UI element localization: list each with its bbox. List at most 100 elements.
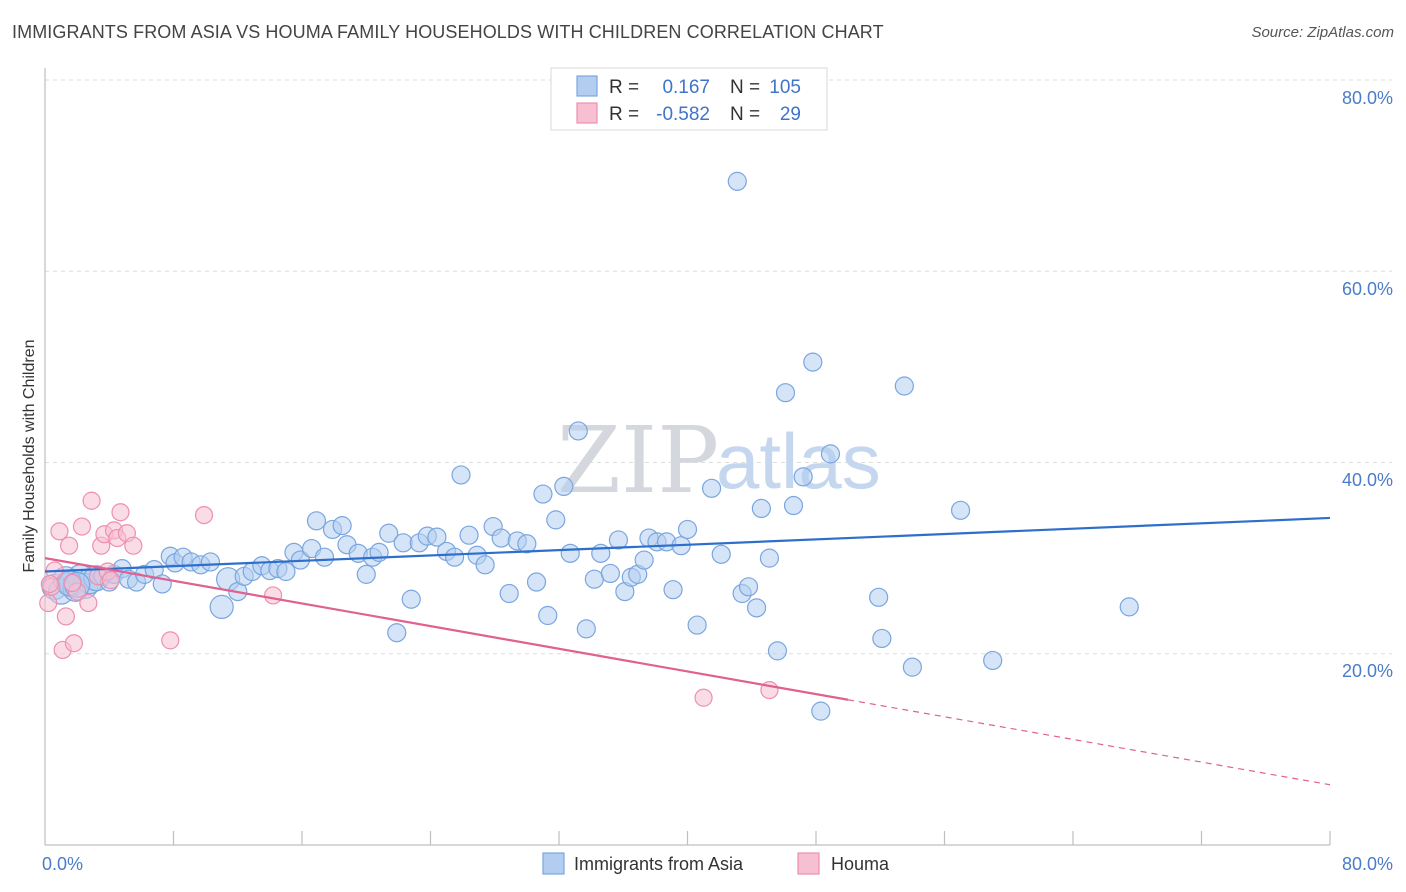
asia-point-70 bbox=[576, 619, 596, 639]
houma-point-11 bbox=[82, 491, 101, 510]
asia-point-62 bbox=[517, 534, 537, 554]
asia-point-65 bbox=[538, 605, 558, 626]
houma-point-16 bbox=[101, 571, 120, 590]
legend-swatch-houma bbox=[576, 102, 598, 124]
asia-point-98 bbox=[803, 352, 823, 372]
asia-point-63 bbox=[526, 572, 547, 592]
asia-point-97 bbox=[793, 467, 813, 487]
asia-point-46 bbox=[387, 623, 407, 643]
trend-line-asia bbox=[44, 516, 1331, 573]
asia-point-88 bbox=[727, 171, 747, 191]
y-tick-label-60: 60.0% bbox=[1342, 279, 1393, 299]
asia-point-102 bbox=[872, 628, 892, 649]
correlation-legend: R = 0.167 N = 105 R = -0.582 N = 29 bbox=[550, 67, 828, 131]
asia-point-90 bbox=[738, 577, 759, 597]
series-legend: Immigrants from Asia Houma bbox=[542, 852, 890, 875]
asia-point-71 bbox=[584, 569, 604, 589]
asia-point-95 bbox=[775, 383, 796, 403]
asia-point-94 bbox=[767, 641, 788, 661]
asia-point-106 bbox=[983, 650, 1003, 671]
y-tick-label-40: 40.0% bbox=[1342, 470, 1393, 490]
houma-point-21 bbox=[124, 536, 143, 555]
houma-point-0 bbox=[39, 593, 58, 613]
bottom-legend-swatch-houma bbox=[797, 852, 820, 875]
houma-point-26 bbox=[63, 573, 82, 593]
asia-point-86 bbox=[701, 478, 722, 498]
legend-r-label-asia: R = bbox=[609, 77, 639, 98]
asia-point-64 bbox=[533, 484, 553, 504]
houma-point-7 bbox=[64, 634, 84, 653]
houma-point-9 bbox=[72, 517, 92, 536]
legend-r-value-houma: -0.582 bbox=[656, 104, 710, 125]
grid-lines bbox=[45, 79, 1392, 655]
legend-n-label-asia: N = bbox=[730, 77, 760, 98]
asia-point-82 bbox=[663, 580, 683, 600]
legend-n-value-houma: 29 bbox=[780, 104, 801, 125]
asia-point-84 bbox=[677, 519, 698, 540]
houma-point-19 bbox=[111, 503, 130, 522]
asia-point-55 bbox=[459, 525, 479, 545]
asia-point-16 bbox=[144, 559, 164, 580]
houma-point-5 bbox=[56, 607, 75, 626]
x-tick-label-0: 0.0% bbox=[42, 854, 83, 874]
houma-point-10 bbox=[79, 593, 98, 613]
x-axis-ticks bbox=[172, 831, 1331, 845]
asia-point-93 bbox=[759, 548, 780, 568]
asia-point-99 bbox=[811, 701, 831, 721]
asia-point-101 bbox=[869, 587, 889, 607]
asia-point-39 bbox=[332, 516, 352, 536]
asia-point-23 bbox=[200, 552, 221, 572]
legend-swatch-asia bbox=[576, 75, 598, 97]
asia-point-45 bbox=[379, 523, 399, 543]
houma-point-25 bbox=[40, 574, 59, 594]
y-tick-label-20: 20.0% bbox=[1342, 661, 1393, 681]
asia-point-67 bbox=[554, 476, 574, 497]
houma-point-27 bbox=[694, 688, 713, 707]
asia-point-59 bbox=[491, 528, 511, 548]
houma-point-22 bbox=[161, 631, 180, 650]
asia-point-91 bbox=[746, 598, 767, 618]
asia-point-78 bbox=[634, 550, 654, 570]
legend-r-label-houma: R = bbox=[609, 104, 639, 125]
houma-point-3 bbox=[50, 522, 69, 541]
asia-point-53 bbox=[444, 547, 465, 567]
chart-title: IMMIGRANTS FROM ASIA VS HOUMA FAMILY HOU… bbox=[12, 22, 884, 42]
asia-point-92 bbox=[751, 498, 771, 518]
asia-point-32 bbox=[276, 561, 296, 582]
trend-lines bbox=[44, 516, 1331, 786]
asia-point-48 bbox=[401, 589, 421, 609]
asia-point-60 bbox=[499, 583, 519, 604]
watermark-atlas: atlas bbox=[716, 417, 881, 505]
asia-point-57 bbox=[475, 555, 495, 575]
asia-point-51 bbox=[427, 527, 447, 547]
houma-point-6 bbox=[59, 536, 79, 555]
trend-line-houma-extrapolated bbox=[848, 699, 1331, 786]
bottom-legend-swatch-asia bbox=[542, 852, 565, 875]
asia-point-107 bbox=[1119, 597, 1139, 617]
bottom-legend-label-asia: Immigrants from Asia bbox=[574, 854, 744, 874]
houma-point-24 bbox=[263, 586, 283, 605]
bottom-legend-label-houma: Houma bbox=[831, 854, 890, 874]
asia-point-54 bbox=[451, 465, 471, 485]
x-tick-label-80: 80.0% bbox=[1342, 854, 1393, 874]
asia-point-47 bbox=[393, 533, 413, 553]
asia-point-69 bbox=[568, 421, 588, 441]
asia-point-42 bbox=[356, 564, 376, 584]
trend-line-houma bbox=[44, 557, 849, 701]
asia-point-24 bbox=[209, 594, 234, 619]
asia-point-66 bbox=[546, 510, 566, 530]
asia-point-85 bbox=[687, 615, 707, 635]
asia-point-103 bbox=[894, 376, 914, 396]
y-axis-label: Family Households with Children bbox=[21, 340, 38, 573]
asia-point-74 bbox=[608, 530, 629, 550]
legend-n-label-houma: N = bbox=[730, 104, 760, 125]
asia-point-68 bbox=[560, 543, 580, 563]
asia-point-105 bbox=[950, 500, 971, 520]
asia-point-100 bbox=[820, 444, 841, 464]
series-houma-points bbox=[39, 491, 779, 707]
asia-point-87 bbox=[711, 544, 731, 564]
chart-source: Source: ZipAtlas.com bbox=[1251, 24, 1394, 41]
y-tick-label-80: 80.0% bbox=[1342, 88, 1393, 108]
legend-r-value-asia: 0.167 bbox=[662, 77, 710, 98]
asia-point-96 bbox=[783, 495, 804, 516]
